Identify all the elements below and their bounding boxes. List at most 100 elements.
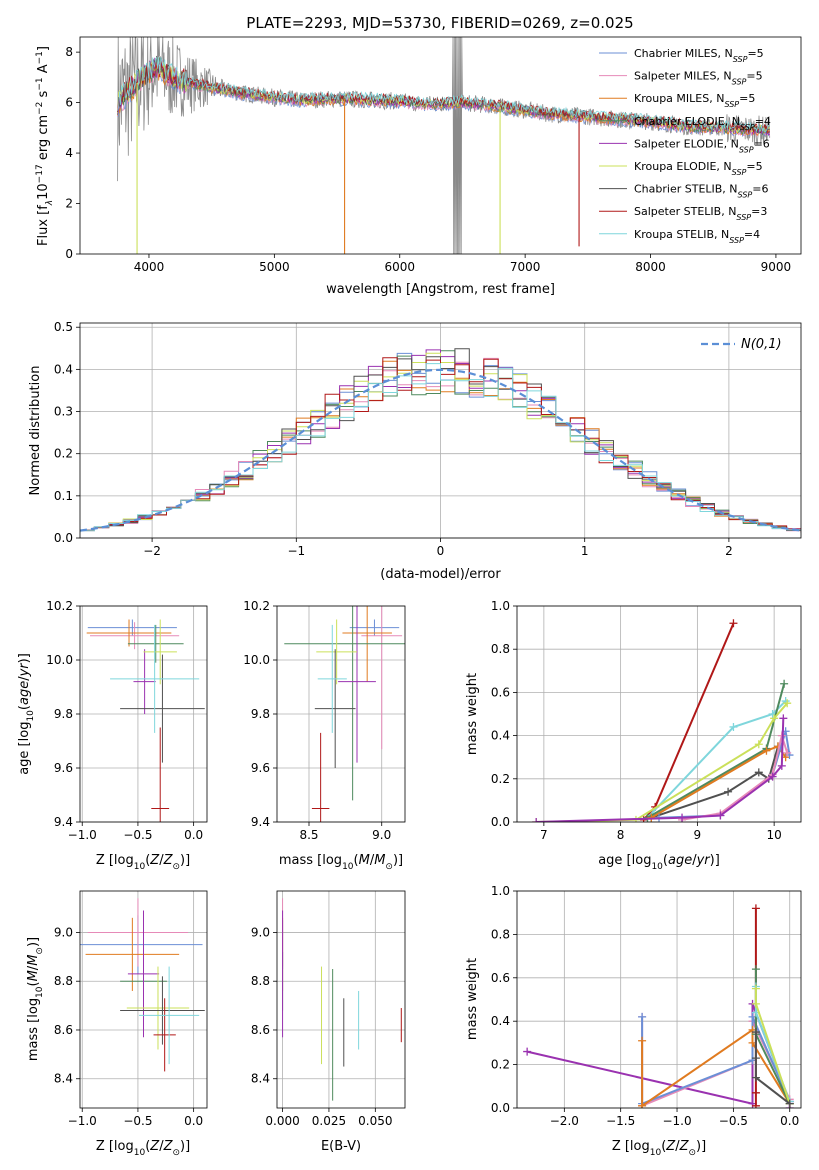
x-tick-label: 9000: [761, 260, 792, 274]
x-tick-label: 9: [694, 828, 702, 842]
legend-label: Salpeter ELODIE, NSSP=6: [634, 137, 770, 154]
mass-vs-EBV-xlabel: E(B-V): [321, 1139, 361, 1154]
legend-label-sub: SSP: [738, 190, 753, 199]
label-part: 10: [651, 862, 663, 872]
weight-marker: [768, 772, 777, 781]
legend-label-prefix: Salpeter MILES, N: [634, 70, 732, 83]
axes-frame: [79, 322, 802, 539]
legend-label: Salpeter MILES, NSSP=5: [634, 70, 763, 87]
label-part: /: [17, 676, 32, 681]
ylabel-part: ]: [36, 46, 51, 51]
weight-marker: [523, 1047, 532, 1056]
label-part: /: [159, 1139, 164, 1154]
legend-label-prefix: Chabrier MILES, N: [634, 47, 733, 60]
legend-label-prefix: Salpeter ELODIE, N: [634, 137, 739, 150]
legend-label-sub: SSP: [732, 168, 747, 177]
y-tick-label: 9.8: [251, 707, 270, 721]
x-tick-label: 8: [617, 828, 625, 842]
ylabel-part: A: [36, 64, 51, 77]
label-part: 10: [342, 862, 354, 872]
label-part: M: [26, 955, 41, 966]
weight-marker: [729, 619, 738, 628]
legend-label-prefix: Salpeter STELIB, N: [634, 205, 736, 218]
weight-marker: [678, 813, 687, 822]
label-part: )]: [26, 937, 41, 947]
ylabel-part: −17: [35, 164, 45, 183]
mass-weight-vs-age-ylabel: mass weight: [465, 673, 480, 755]
label-part: (: [145, 1139, 150, 1154]
y-tick-label: 0.8: [491, 642, 510, 656]
label-part: 10: [35, 986, 45, 998]
label-part: (: [17, 705, 32, 710]
mass-weight-vs-Z-ylabel: mass weight: [465, 958, 480, 1040]
y-tick-label: 10.0: [46, 653, 73, 667]
y-tick-label: 1.0: [491, 599, 510, 613]
label-part: age: [668, 853, 692, 868]
label-part: /: [675, 1139, 680, 1154]
axes-mass-vs-Z: −1.0 −0.5 0.0 8.4 8.6 8.8 9.0: [54, 891, 207, 1128]
y-tick-label: 10.0: [243, 653, 270, 667]
label-part: mass [log: [279, 853, 342, 868]
histogram-step: [80, 363, 801, 533]
label-part: ⊙: [385, 862, 393, 872]
x-tick-label: 7: [540, 828, 548, 842]
figure-title: PLATE=2293, MJD=53730, FIBERID=0269, z=0…: [246, 14, 633, 32]
x-tick-label: 6000: [384, 260, 415, 274]
legend-label-suffix: =5: [746, 70, 762, 83]
mass-weight-vs-Z-xlabel: Z [log10(Z/Z⊙)]: [612, 1139, 706, 1158]
weight-marker: [729, 722, 738, 731]
y-tick-label: 9.6: [251, 761, 270, 775]
y-tick-label: 2: [65, 197, 73, 211]
legend-label-suffix: =5: [746, 160, 762, 173]
weight-marker: [532, 818, 541, 822]
weight-marker: [785, 1099, 794, 1108]
y-tick-label: 0.3: [54, 405, 73, 419]
label-part: Z [log: [612, 1139, 650, 1154]
ylabel-part: −1: [35, 51, 45, 64]
label-part: (: [145, 853, 150, 868]
y-tick-label: 9.6: [54, 761, 73, 775]
weight-marker: [751, 1101, 760, 1108]
weight-marker: [751, 1088, 760, 1097]
age-vs-mass-xlabel: mass [log10(M/M⊙)]: [279, 853, 403, 872]
legend-label-suffix: =6: [752, 183, 768, 196]
label-part: (: [663, 853, 668, 868]
legend-label: Salpeter STELIB, NSSP=3: [634, 205, 767, 222]
y-tick-label: 0.0: [491, 815, 510, 829]
legend-label-sub: SSP: [740, 122, 755, 131]
axes-frame: [516, 890, 802, 1109]
label-part: )]: [17, 653, 32, 663]
weight-line: [642, 622, 735, 821]
label-part: /: [159, 853, 164, 868]
weight-marker: [762, 746, 771, 755]
histogram-xlabel: (data-model)/error: [380, 567, 501, 582]
y-tick-label: 9.0: [54, 925, 73, 939]
x-tick-label: 0: [437, 544, 445, 558]
y-tick-label: 4: [65, 146, 73, 160]
y-tick-label: 9.0: [251, 925, 270, 939]
spectrum-xlabel: wavelength [Angstrom, rest frame]: [326, 282, 555, 297]
x-tick-label: 0.0: [184, 1114, 203, 1128]
label-part: 10: [26, 710, 36, 722]
weight-marker: [716, 811, 725, 820]
y-tick-label: 0.6: [491, 685, 510, 699]
y-tick-label: 0.0: [54, 531, 73, 545]
x-tick-label: 0.000: [265, 1114, 299, 1128]
mass-weight-vs-age-xlabel: age [log10(age/yr)]: [598, 853, 720, 872]
errorbars-mass-vs-Z: [80, 898, 205, 1072]
legend-label-suffix: =3: [751, 205, 767, 218]
y-tick-label: 8.8: [54, 974, 73, 988]
y-tick-label: 0.2: [491, 772, 510, 786]
x-tick-label: −1.0: [662, 1114, 691, 1128]
mass-vs-Z-ylabel: mass [log10(M/M⊙)]: [26, 937, 45, 1061]
y-tick-label: 8: [65, 45, 73, 59]
x-tick-label: −0.5: [719, 1114, 748, 1128]
y-tick-label: 0: [65, 247, 73, 261]
axes-spectrum: 4000 5000 6000 7000 8000 9000 0 2 4 6 8: [65, 45, 791, 274]
histogram-ylabel: Normed distribution: [28, 366, 43, 496]
legend-label-prefix: Kroupa MILES, N: [634, 92, 724, 105]
label-part: age: [17, 681, 32, 705]
legend-label: Kroupa STELIB, NSSP=4: [634, 228, 760, 245]
legend-label-prefix: Chabrier ELODIE, N: [634, 115, 740, 128]
legend-label: Kroupa MILES, NSSP=5: [634, 92, 755, 109]
